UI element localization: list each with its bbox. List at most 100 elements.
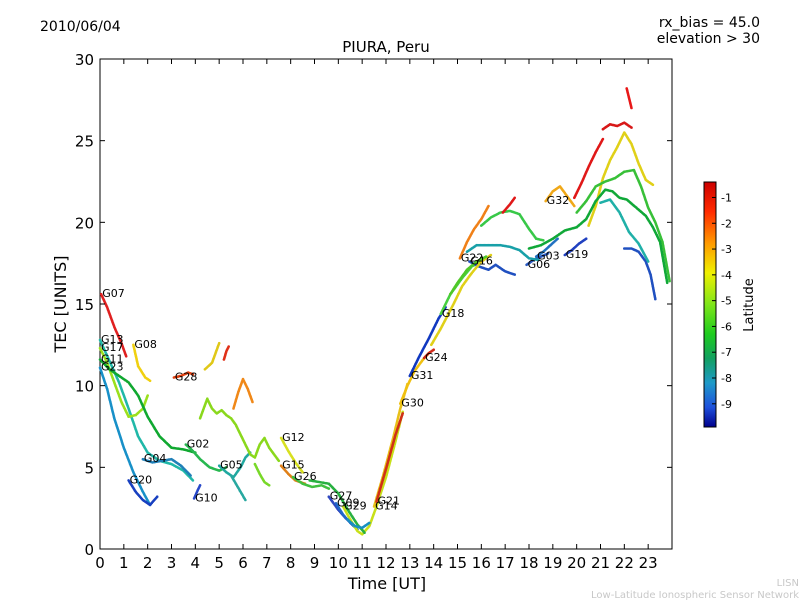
data-point <box>665 281 669 285</box>
series-trace-48 <box>346 518 371 530</box>
satellite-label: G27 <box>330 490 353 503</box>
data-point <box>556 237 559 240</box>
series-trace-39 <box>465 243 540 262</box>
series-g28 <box>172 371 195 379</box>
data-point <box>191 479 195 482</box>
data-point <box>432 348 436 352</box>
data-point <box>573 204 576 208</box>
colorbar-tick-label: -9 <box>721 398 732 411</box>
x-tick-label: 18 <box>519 554 538 572</box>
satellite-label: G07 <box>102 287 125 300</box>
colorbar-tick-label: -2 <box>721 217 732 230</box>
colorbar-tick-label: -6 <box>721 320 732 333</box>
series-g07 <box>99 292 128 358</box>
satellite-label: G15 <box>282 459 305 472</box>
series-trace-34 <box>575 168 671 283</box>
satellite-label: G28 <box>175 371 198 384</box>
data-point <box>189 474 192 477</box>
chart-title: PIURA, Peru <box>342 38 429 56</box>
x-tick-label: 23 <box>639 554 658 572</box>
series-g26 <box>291 475 331 490</box>
data-point <box>668 279 671 283</box>
y-tick-label: 5 <box>84 459 94 477</box>
y-axis-label: TEC [UNITS] <box>51 256 70 354</box>
data-point <box>489 253 493 257</box>
satellite-label: G04 <box>144 452 167 465</box>
data-point <box>513 196 516 200</box>
series-trace-46 <box>253 462 271 487</box>
satellite-label: G14 <box>375 500 398 513</box>
series-trace-47 <box>308 479 366 534</box>
data-point <box>537 258 540 262</box>
satellite-label: G09 <box>337 496 360 509</box>
x-tick-label: 15 <box>448 554 467 572</box>
network-label: Low-Latitude Ionospheric Sensor Network <box>591 590 799 600</box>
series-trace-40 <box>501 196 516 214</box>
lisn-label: LISN <box>777 578 799 589</box>
satellite-label: G13 <box>101 333 124 346</box>
data-point <box>327 487 331 490</box>
series-g16 <box>468 260 516 276</box>
data-point <box>148 379 152 383</box>
y-axis-ticks: 0 5 10 15 20 25 30 <box>75 51 672 559</box>
x-tick-label: 3 <box>167 554 177 572</box>
data-point <box>146 394 149 397</box>
satellite-label: G05 <box>220 459 243 472</box>
x-tick-label: 19 <box>543 554 562 572</box>
x-tick-label: 10 <box>329 554 348 572</box>
x-tick-label: 11 <box>353 554 372 572</box>
series-g22 <box>458 204 490 260</box>
satellite-label: G18 <box>442 307 465 320</box>
x-tick-label: 12 <box>376 554 395 572</box>
series-g04 <box>141 457 192 477</box>
satellite-label: G19 <box>566 248 589 261</box>
x-tick-label: 5 <box>214 554 224 572</box>
data-point <box>601 137 605 141</box>
colorbar-tick-label: -8 <box>721 372 732 385</box>
x-tick-label: 17 <box>496 554 515 572</box>
series-trace-36 <box>623 247 657 301</box>
satellite-label: G21 <box>377 495 400 508</box>
series-trace-45 <box>229 474 247 502</box>
series-trace-37 <box>599 198 650 263</box>
y-tick-label: 20 <box>75 214 94 232</box>
colorbar <box>703 181 717 428</box>
data-point <box>301 470 304 474</box>
series-g08 <box>132 343 152 383</box>
series-trace-42 <box>222 345 230 361</box>
y-tick-label: 10 <box>75 378 94 396</box>
colorbar-tick-label: -3 <box>721 243 732 256</box>
x-tick-label: 14 <box>424 554 443 572</box>
x-tick-label: 1 <box>119 554 129 572</box>
series-trace-50 <box>449 255 488 296</box>
series-trace-44 <box>198 397 281 463</box>
satellite-label: G11 <box>101 353 124 366</box>
data-point <box>646 260 650 263</box>
colorbar-tick-label: -7 <box>721 346 732 359</box>
series-trace-43 <box>232 377 254 410</box>
data-point <box>225 466 228 469</box>
x-tick-label: 16 <box>472 554 491 572</box>
x-tick-label: 22 <box>615 554 634 572</box>
series-g19 <box>563 237 588 257</box>
colorbar-label: Latitude <box>742 278 757 332</box>
data-point <box>487 204 490 208</box>
x-tick-label: 7 <box>262 554 272 572</box>
data-point <box>244 498 247 502</box>
satellite-label: G08 <box>134 338 157 351</box>
x-tick-label: 13 <box>400 554 419 572</box>
data-point <box>191 372 195 376</box>
data-point <box>401 412 405 415</box>
series-g24 <box>422 348 436 360</box>
y-tick-label: 0 <box>84 541 94 559</box>
data-point <box>654 297 657 301</box>
data-point <box>651 183 655 187</box>
series-trace-35 <box>527 188 669 285</box>
data-point <box>630 126 633 129</box>
y-tick-label: 25 <box>75 133 94 151</box>
series-trace-32 <box>601 121 633 131</box>
satellite-label: G24 <box>425 351 448 364</box>
data-point <box>513 273 516 276</box>
